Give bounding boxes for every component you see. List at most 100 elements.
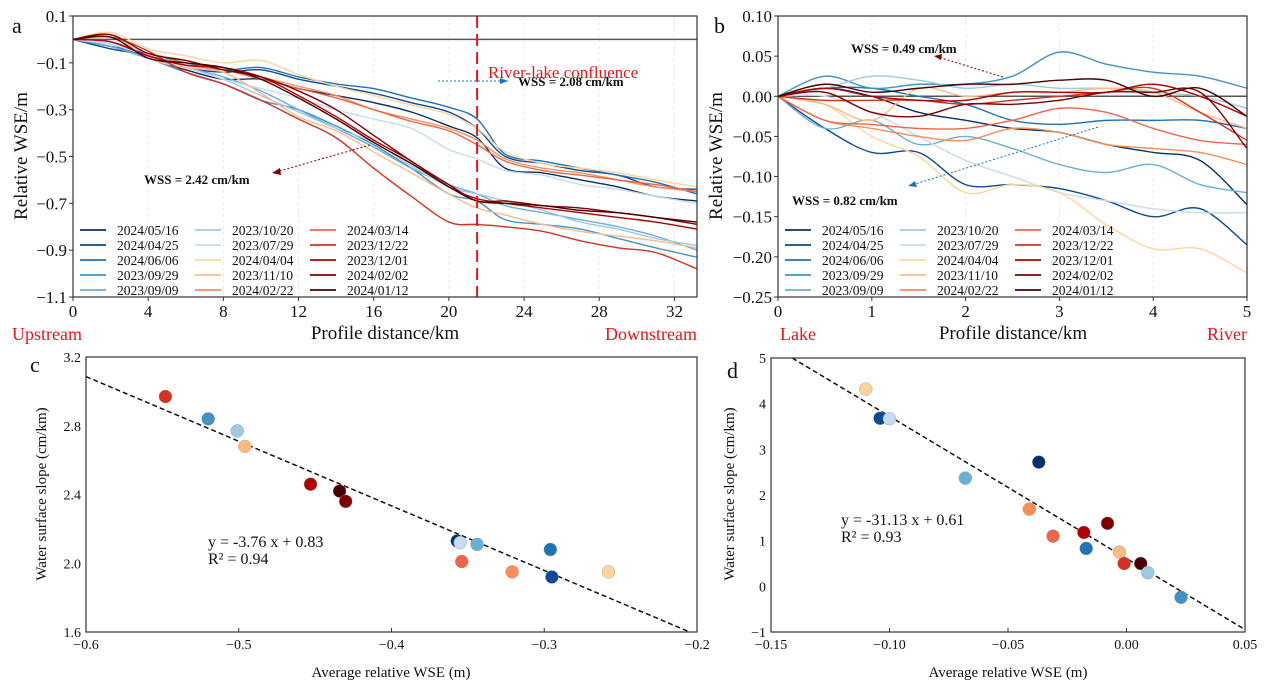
legend-label: 2023/12/01: [347, 253, 409, 268]
legend-label: 2023/11/10: [232, 268, 293, 283]
y-tick-label: 1.6: [64, 626, 82, 641]
series-line: [777, 87, 1248, 206]
legend-label: 2023/10/20: [232, 223, 294, 238]
scatter-point: [958, 471, 973, 485]
x-tick-label: 2: [961, 302, 970, 321]
x-tick-label: 12: [290, 302, 307, 321]
panel-c-xlabel: Average relative WSE (m): [312, 665, 471, 681]
series-line: [72, 33, 698, 226]
scatter-point: [1046, 529, 1060, 543]
river-label: River: [1207, 324, 1247, 344]
y-tick-label: −1.1: [36, 288, 67, 307]
legend-label: 2023/12/22: [1052, 238, 1114, 253]
panel-d-letter: d: [727, 358, 738, 383]
legend-label: 2024/02/02: [347, 268, 409, 283]
x-tick-label: 28: [591, 302, 608, 321]
panel-a: a River-lake confluence WSS = 2.08 cm/km…: [11, 7, 698, 344]
series-line: [72, 38, 698, 202]
scatter-point: [1079, 541, 1093, 556]
legend-label: 2024/06/06: [117, 253, 179, 268]
y-tick-label: 2.8: [64, 420, 82, 435]
panel-c-fit-line: [85, 375, 690, 633]
y-tick-label: −0.9: [36, 241, 67, 260]
y-tick-label: −0.7: [36, 194, 67, 213]
panel-c-ylabel: Water surface slope (cm/km): [34, 407, 50, 580]
series-line: [777, 51, 1248, 97]
scatter-point: [505, 565, 519, 579]
panel-a-letter: a: [12, 13, 22, 38]
x-tick-label: 3: [1055, 302, 1064, 321]
y-tick-label: 0.1: [46, 7, 67, 26]
x-tick-label: 20: [440, 302, 457, 321]
y-tick-label: −0.20: [733, 248, 772, 267]
x-tick-label: 4: [1149, 302, 1158, 321]
legend-label: 2023/11/10: [937, 268, 998, 283]
legend-label: 2024/06/06: [822, 253, 884, 268]
legend-label: 2024/01/12: [1052, 283, 1114, 298]
scatter-point: [1117, 556, 1131, 571]
legend-label: 2024/03/14: [347, 223, 409, 238]
panel-b-letter: b: [714, 13, 725, 38]
x-tick-label: 4: [144, 302, 153, 321]
scatter-point: [1134, 556, 1148, 571]
arrowhead-icon: [908, 181, 917, 187]
downstream-label: Downstream: [605, 324, 697, 344]
wss-a-lower-arrow: [275, 144, 371, 173]
legend-label: 2024/04/25: [822, 238, 884, 253]
arrowhead-icon: [934, 54, 942, 60]
y-tick-label: 2: [759, 489, 766, 504]
y-tick-label: 1: [759, 535, 766, 550]
scatter-point: [1077, 525, 1091, 540]
panel-b: b WSS = 0.49 cm/km WSS = 0.82 cm/km 0 1 2 3…: [706, 7, 1251, 344]
scatter-point: [1022, 502, 1037, 516]
x-tick-label: 0.00: [1114, 638, 1139, 653]
x-tick-label: −0.05: [992, 638, 1024, 653]
x-tick-label: 0: [774, 302, 783, 321]
x-tick-label: 16: [365, 302, 382, 321]
legend-label: 2023/10/20: [937, 223, 999, 238]
y-tick-label: 3: [759, 443, 766, 458]
series-line: [777, 86, 1248, 142]
legend-label: 2023/09/09: [117, 283, 179, 298]
wss-b-lower-label: WSS = 0.82 cm/km: [792, 193, 898, 208]
x-tick-label: −0.5: [226, 638, 251, 653]
wss-a-upper-label: WSS = 2.08 cm/km: [518, 74, 624, 89]
series-line: [72, 33, 698, 249]
x-tick-label: −0.15: [755, 638, 787, 653]
y-tick-label: 3.2: [64, 351, 82, 366]
legend-label: 2024/05/16: [822, 223, 884, 238]
scatter-point: [545, 570, 559, 584]
series-line: [777, 95, 1248, 146]
legend-label: 2023/09/29: [822, 268, 884, 283]
series-line: [777, 83, 1248, 118]
legend-label: 2024/04/25: [117, 238, 179, 253]
y-tick-label: −0.05: [733, 127, 772, 146]
y-tick-label: −1: [751, 626, 766, 641]
y-tick-label: −0.25: [733, 288, 772, 307]
confluence-label: River-lake confluence: [488, 63, 638, 82]
y-tick-label: 0: [759, 580, 766, 595]
scatter-point: [470, 537, 484, 552]
y-tick-label: 0.00: [742, 87, 772, 106]
x-tick-label: −0.10: [873, 638, 905, 653]
series-line: [72, 35, 698, 270]
legend-label: 2023/07/29: [232, 238, 294, 253]
scatter-point: [882, 412, 897, 426]
legend-label: 2023/09/09: [822, 283, 884, 298]
legend-label: 2023/07/29: [937, 238, 999, 253]
panel-d-equation: y = -31.13 x + 0.61: [841, 512, 964, 529]
scatter-point: [543, 542, 558, 557]
panel-b-ylabel: Relative WSE/m: [706, 92, 727, 220]
wss-a-lower-label: WSS = 2.42 cm/km: [144, 172, 250, 187]
wss-b-lower-arrow: [911, 126, 1099, 186]
series-line: [72, 35, 698, 223]
legend-label: 2024/05/16: [117, 223, 179, 238]
scatter-point: [332, 484, 347, 498]
arrowhead-icon: [500, 78, 508, 84]
legend-label: 2024/03/14: [1052, 223, 1114, 238]
legend-label: 2024/04/04: [232, 253, 294, 268]
y-tick-label: 2.0: [64, 557, 82, 572]
scatter-point: [859, 382, 873, 396]
scatter-point: [303, 477, 318, 491]
